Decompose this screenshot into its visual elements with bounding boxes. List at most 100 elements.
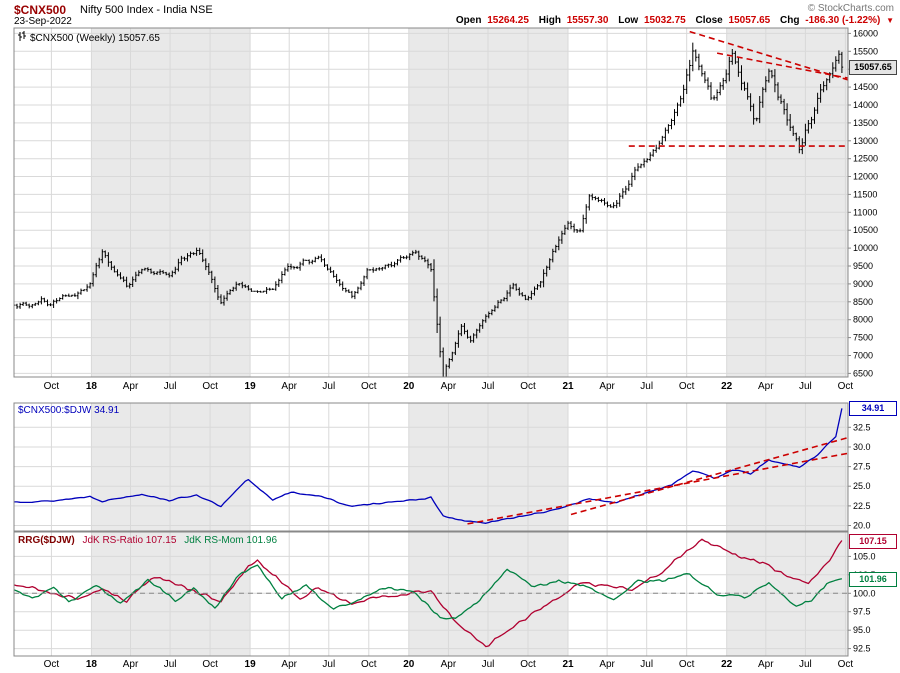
- x-axis-tick-label: Apr: [599, 659, 615, 670]
- rs-ratio-value-box: 107.15: [849, 534, 897, 549]
- x-axis-tick-label: Jul: [799, 659, 812, 670]
- panel2-legend: $CNX500:$DJW 34.91: [18, 405, 119, 416]
- panel1-legend: $CNX500 (Weekly) 15057.65: [18, 31, 160, 44]
- x-axis-tick-label: Apr: [441, 659, 457, 670]
- y-axis-tick-label: 13500: [853, 118, 878, 128]
- panel-border: [13, 531, 849, 657]
- rrg-indicator-label: RRG($DJW): [18, 535, 75, 546]
- x-axis-tick-label: 19: [245, 381, 257, 392]
- x-axis-tick-label: Oct: [838, 659, 854, 670]
- quote-line: Open 15264.25 High 15557.30 Low 15032.75…: [449, 15, 894, 26]
- x-axis-tick-label: 18: [86, 659, 98, 670]
- x-axis-tick-label: Jul: [799, 381, 812, 392]
- y-axis-tick-label: 25.0: [853, 481, 871, 491]
- last-price-box: 15057.65: [849, 60, 897, 75]
- symbol: $CNX500: [14, 3, 67, 17]
- panel-3-series: [14, 538, 848, 648]
- y-axis-tick-label: 8000: [853, 315, 873, 325]
- x-axis-tick-label: 20: [403, 659, 415, 670]
- y-axis-tick-label: 11000: [853, 207, 877, 217]
- x-axis-tick-label: 19: [245, 659, 257, 670]
- y-axis-tick-label: 97.5: [853, 607, 871, 617]
- rs-mom-value-box: 101.96: [849, 572, 897, 587]
- y-axis-tick-label: 8500: [853, 297, 873, 307]
- y-axis-tick-label: 16000: [853, 28, 878, 38]
- panel-2-series: [14, 408, 848, 525]
- panel1-legend-label: $CNX500 (Weekly) 15057.65: [30, 33, 160, 44]
- quote-high-value: 15557.30: [566, 15, 609, 26]
- y-axis-tick-label: 14000: [853, 100, 878, 110]
- y-axis-tick-label: 12000: [853, 172, 878, 182]
- panel-1-series: [14, 30, 848, 377]
- y-axis-tick-label: 30.0: [853, 442, 871, 452]
- y-axis-tick-label: 12500: [853, 154, 878, 164]
- y-axis-tick-label: 10000: [853, 243, 878, 253]
- y-axis-tick-label: 9500: [853, 261, 873, 271]
- quote-low-value: 15032.75: [644, 15, 686, 26]
- x-axis-tick-label: 21: [562, 659, 574, 670]
- line-series: [14, 408, 843, 524]
- x-axis-tick-label: Jul: [482, 659, 495, 670]
- x-axis-tick-label: Apr: [123, 659, 139, 670]
- y-axis-tick-label: 100.0: [853, 588, 876, 598]
- x-axis-tick-label: Apr: [281, 659, 297, 670]
- ratio-value-box: 34.91: [849, 401, 897, 416]
- quote-open-value: 15264.25: [487, 15, 529, 26]
- panel2-legend-label: $CNX500:$DJW 34.91: [18, 405, 120, 416]
- y-axis-tick-label: 7500: [853, 333, 873, 343]
- x-axis-tick-label: Apr: [599, 381, 615, 392]
- x-axis-tick-label: Oct: [202, 659, 218, 670]
- y-axis-tick-label: 32.5: [853, 422, 871, 432]
- x-axis-tick-label: Oct: [520, 381, 536, 392]
- x-axis-tick-label: Apr: [758, 381, 774, 392]
- x-axis-tick-label: Oct: [202, 381, 218, 392]
- x-axis-tick-label: Oct: [361, 659, 377, 670]
- x-axis-tick-label: 22: [721, 381, 733, 392]
- quote-close-value: 15057.65: [728, 15, 771, 26]
- x-axis-tick-label: Jul: [322, 659, 335, 670]
- quote-low-label: Low: [618, 15, 639, 26]
- price-ohlc-bars: [14, 42, 844, 377]
- panel-1: 6500 7000 7500 8000 8500 9000 9500 10000 10500 11…: [13, 27, 878, 378]
- y-axis-tick-label: 10500: [853, 225, 878, 235]
- y-axis-tick-label: 9000: [853, 279, 873, 289]
- panel3-legend: RRG($DJW) JdK RS-Ratio 107.15 JdK RS-Mom…: [18, 535, 277, 546]
- quote-change-value: -186.30 (-1.22%): [805, 15, 881, 26]
- x-axis-tick-label: Jul: [640, 659, 653, 670]
- x-axis-tick-label: Apr: [281, 381, 297, 392]
- x-axis-tick-label: Apr: [758, 659, 774, 670]
- x-axis-tick-label: Apr: [123, 381, 139, 392]
- x-axis-tick-label: 20: [403, 381, 415, 392]
- change-down-triangle-icon: ▼: [886, 16, 894, 25]
- rs-ratio-legend-label: JdK RS-Ratio 107.15: [82, 535, 177, 546]
- x-axis-tick-label: Oct: [44, 659, 60, 670]
- x-axis-tick-label: Jul: [482, 381, 495, 392]
- y-axis-tick-label: 11500: [853, 189, 877, 199]
- y-axis-tick-label: 27.5: [853, 462, 871, 472]
- y-axis-tick-label: 13000: [853, 136, 878, 146]
- trendline: [467, 452, 848, 525]
- page-title: Nifty 500 Index - India NSE: [80, 4, 213, 16]
- x-axis-tick-label: Oct: [520, 659, 536, 670]
- x-axis-tick-label: Jul: [640, 381, 653, 392]
- x-axis-tick-label: Jul: [322, 381, 335, 392]
- y-axis-tick-label: 95.0: [853, 625, 871, 635]
- x-axis-tick-label: Oct: [679, 659, 695, 670]
- y-axis-tick-label: 7000: [853, 351, 873, 361]
- quote-high-label: High: [538, 15, 561, 26]
- stockcharts-credit: © StockCharts.com: [807, 3, 894, 14]
- quote-open-label: Open: [455, 15, 482, 26]
- x-axis-tick-label: Oct: [44, 381, 60, 392]
- y-axis-tick-label: 22.5: [853, 501, 871, 511]
- trendline: [716, 52, 848, 79]
- x-axis-tick-label: Oct: [361, 381, 377, 392]
- x-axis-tick-label: Jul: [164, 659, 177, 670]
- x-axis-tick-label: 21: [562, 381, 574, 392]
- trendline: [570, 436, 848, 516]
- panel-2: 20.0 22.5 25.0 27.5 30.0 32.5: [13, 402, 871, 532]
- x-axis-tick-label: Oct: [679, 381, 695, 392]
- y-axis-tick-label: 6500: [853, 368, 873, 378]
